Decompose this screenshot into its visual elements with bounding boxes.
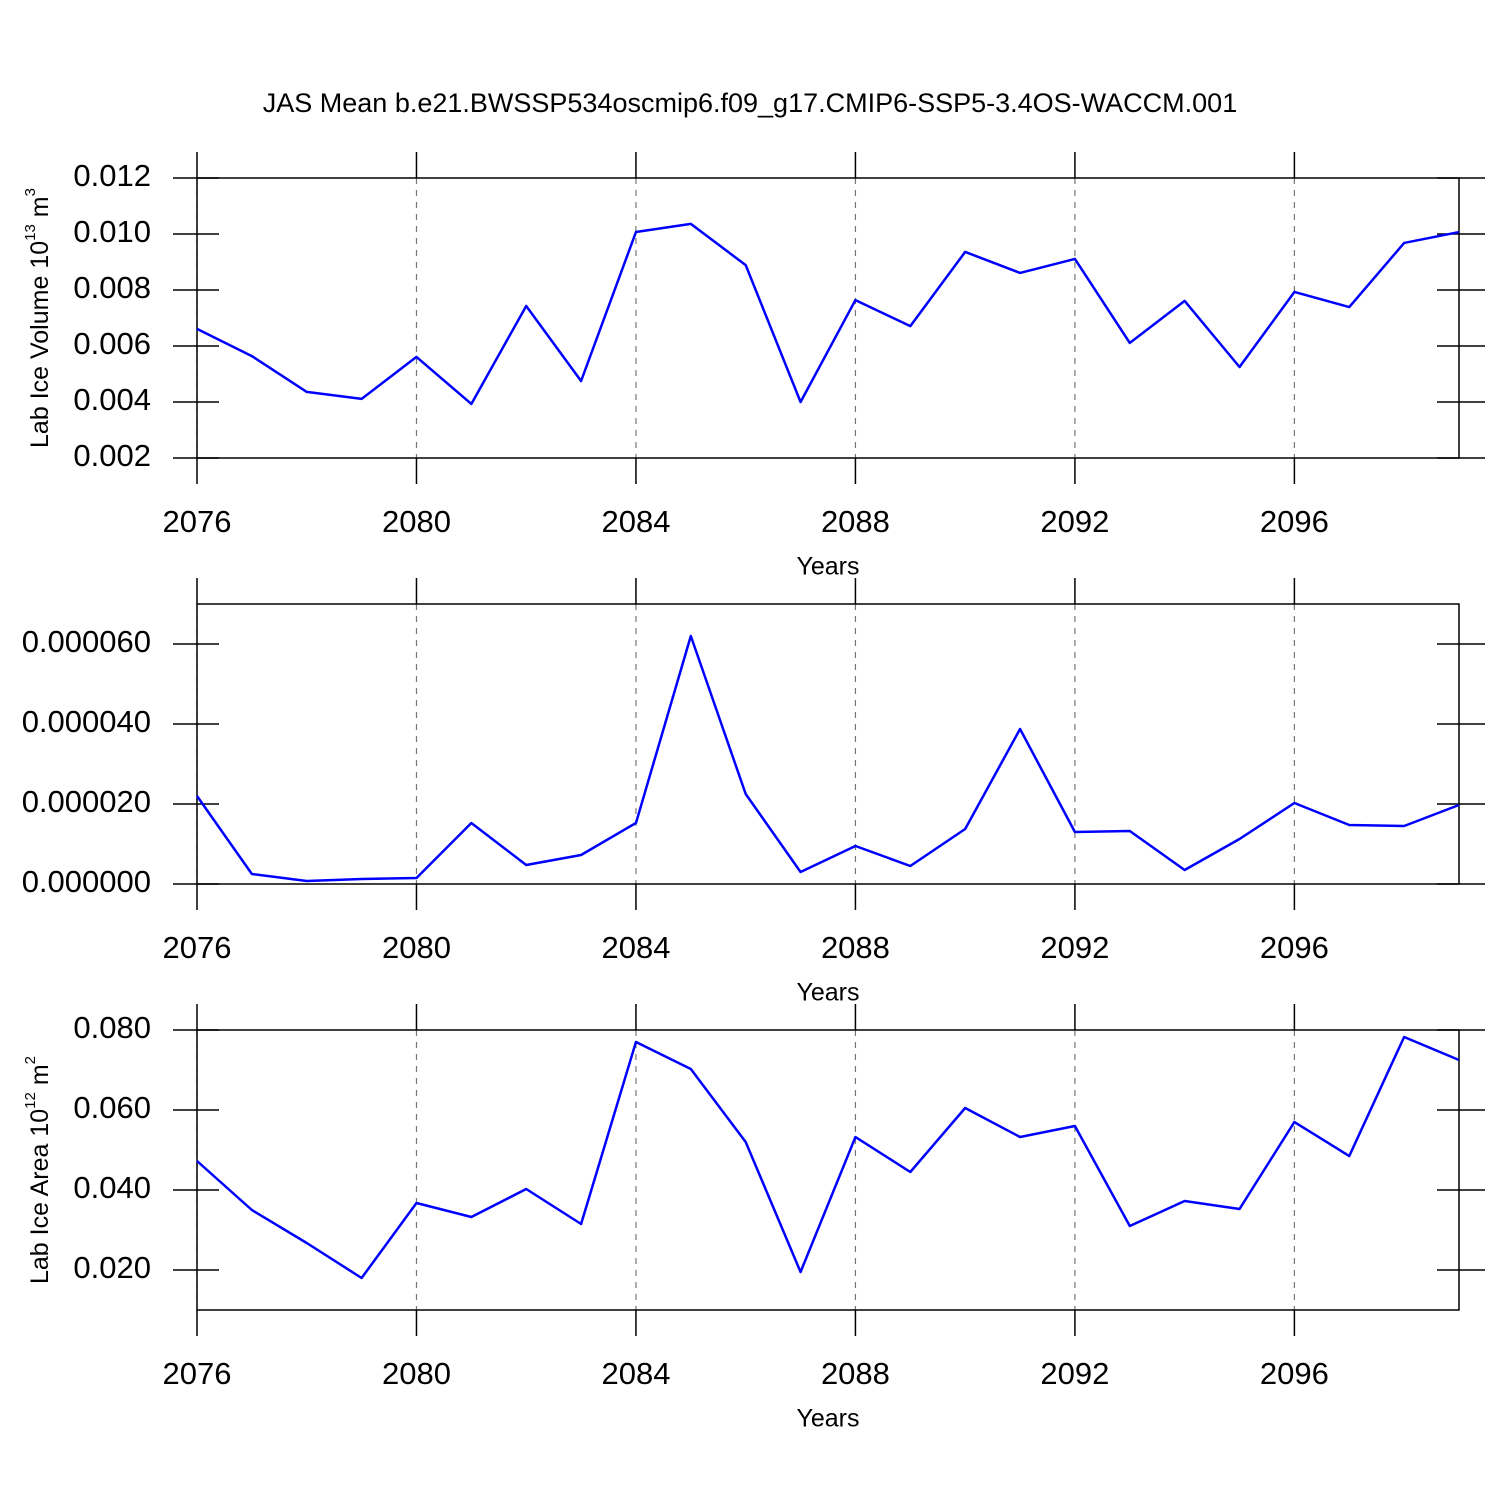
y-axis-title: Lab Ice Area 1012 m2 xyxy=(22,1056,54,1284)
x-tick-label: 2080 xyxy=(382,930,451,965)
y-axis-title-unit: m xyxy=(26,196,54,217)
x-tick-label: 2092 xyxy=(1040,1356,1109,1391)
y-axis-title-text: Lab Ice Volume 10 xyxy=(26,241,54,448)
y-axis-title-unit: m xyxy=(26,1064,54,1085)
x-axis-title: Years xyxy=(796,1405,859,1433)
y-axis-title-exponent: 13 xyxy=(22,224,39,241)
y-axis-title: Lab Ice Volume 1013 m3 xyxy=(22,188,54,448)
y-axis-title-unit-exponent: 2 xyxy=(22,1056,39,1064)
x-tick-label: 2076 xyxy=(163,1356,232,1391)
y-tick-label: 0.040 xyxy=(73,1170,151,1205)
x-tick-label: 2084 xyxy=(601,504,670,539)
x-tick-label: 2088 xyxy=(821,930,890,965)
plot-frame xyxy=(196,603,1460,885)
x-tick-label: 2076 xyxy=(163,504,232,539)
x-tick-label: 2088 xyxy=(821,504,890,539)
data-line xyxy=(196,1035,1460,1280)
x-tick-label: 2096 xyxy=(1260,1356,1329,1391)
y-tick-label: 0.000040 xyxy=(22,704,151,739)
y-tick-label: 0.000000 xyxy=(22,864,151,899)
x-tick-label: 2092 xyxy=(1040,930,1109,965)
y-tick-label: 0.060 xyxy=(73,1090,151,1125)
x-axis-title: Years xyxy=(796,553,859,581)
figure-title: JAS Mean b.e21.BWSSP534oscmip6.f09_g17.C… xyxy=(263,88,1237,118)
x-tick-label: 2080 xyxy=(382,1356,451,1391)
y-tick-label: 0.006 xyxy=(73,326,151,361)
x-tick-label: 2084 xyxy=(601,930,670,965)
y-tick-label: 0.000020 xyxy=(22,784,151,819)
y-tick-label: 0.000060 xyxy=(22,624,151,659)
x-tick-label: 2080 xyxy=(382,504,451,539)
y-tick-label: 0.008 xyxy=(73,270,151,305)
x-tick-label: 2096 xyxy=(1260,930,1329,965)
y-axis-title-unit-exponent: 3 xyxy=(22,188,39,196)
y-tick-label: 0.002 xyxy=(73,438,151,473)
x-tick-label: 2088 xyxy=(821,1356,890,1391)
x-tick-label: 2076 xyxy=(163,930,232,965)
data-line xyxy=(196,222,1460,406)
y-tick-label: 0.080 xyxy=(73,1010,151,1045)
plot-frame xyxy=(196,1029,1460,1311)
y-tick-label: 0.004 xyxy=(73,382,151,417)
x-tick-label: 2092 xyxy=(1040,504,1109,539)
y-tick-label: 0.010 xyxy=(73,214,151,249)
x-tick-label: 2084 xyxy=(601,1356,670,1391)
plot-frame xyxy=(196,177,1460,459)
data-line xyxy=(195,634,1460,883)
y-tick-label: 0.012 xyxy=(73,158,151,193)
x-tick-label: 2096 xyxy=(1260,504,1329,539)
y-axis-title-text: Lab Ice Area 10 xyxy=(26,1109,54,1284)
y-axis-title-exponent: 12 xyxy=(22,1092,39,1109)
y-tick-label: 0.020 xyxy=(73,1250,151,1285)
x-axis-title: Years xyxy=(796,979,859,1007)
